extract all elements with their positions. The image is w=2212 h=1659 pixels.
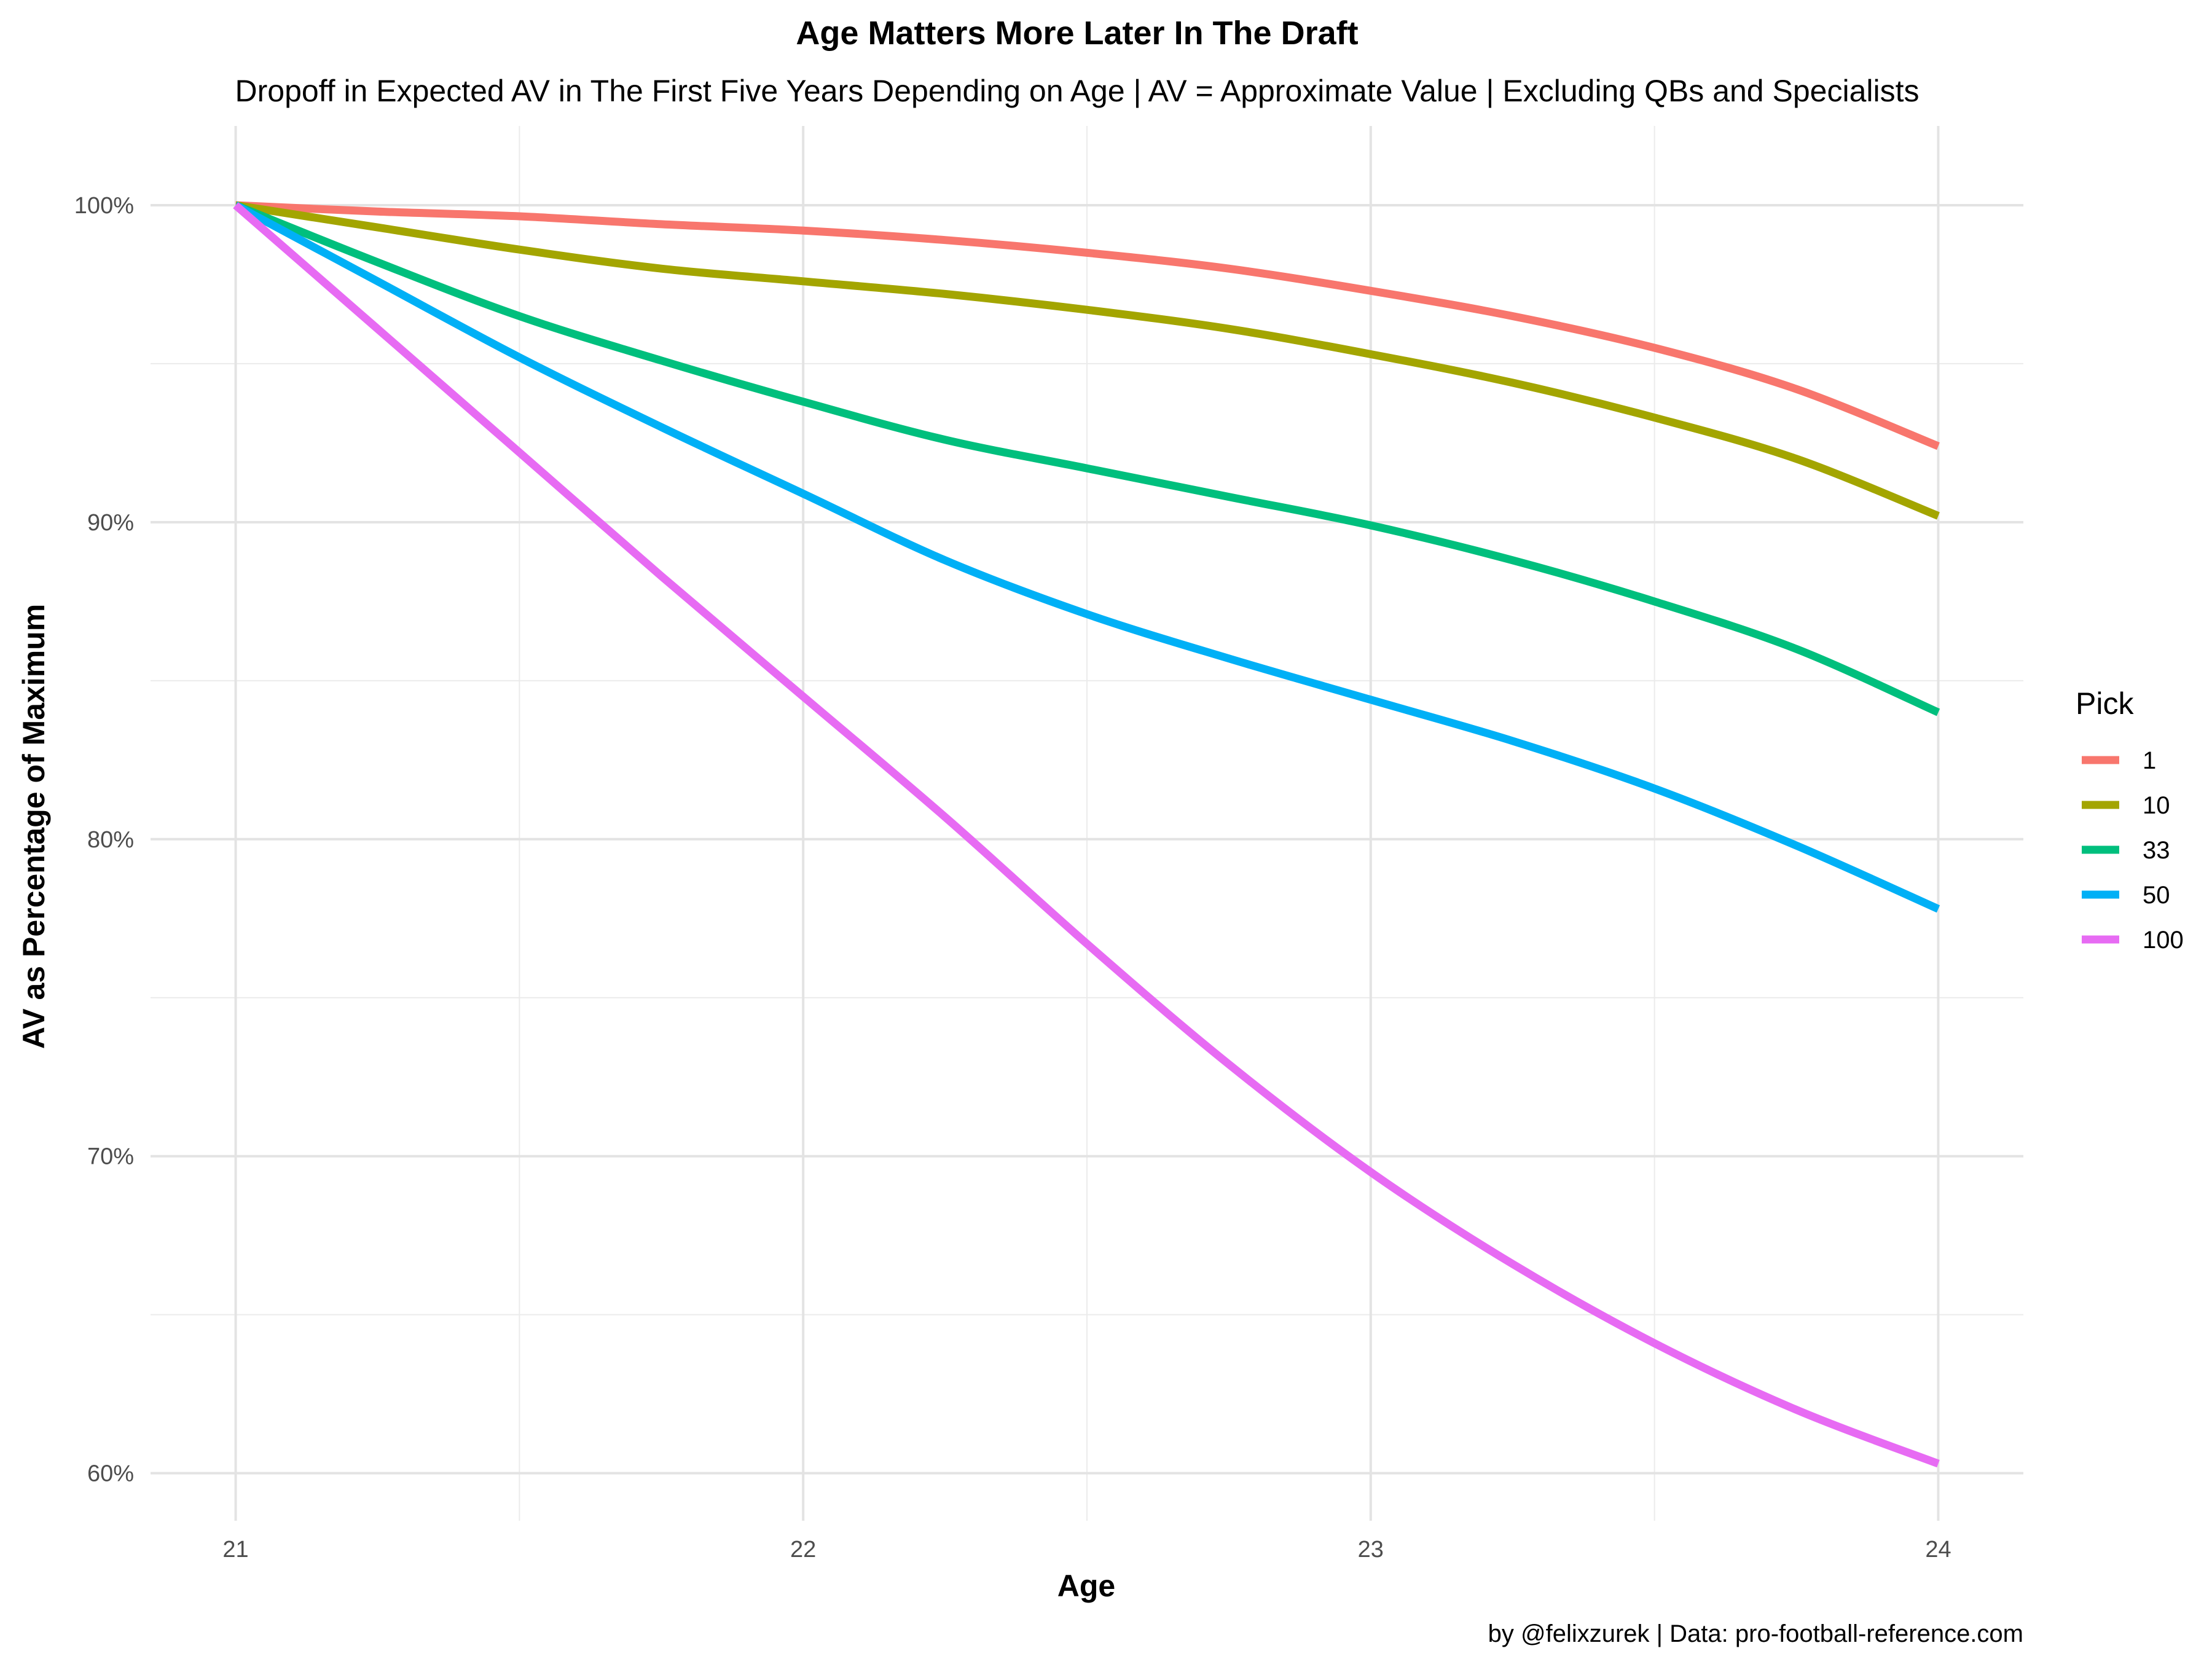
y-tick-label: 80% — [87, 827, 134, 853]
series-line-pick-10 — [235, 201, 1940, 520]
series-lines — [233, 201, 1940, 1468]
y-axis-title: AV as Percentage of Maximum — [17, 604, 51, 1049]
y-tick-label: 90% — [87, 510, 134, 536]
y-tick-label: 100% — [74, 193, 134, 219]
series-line-pick-1 — [235, 201, 1940, 450]
caption: by @felixzurek | Data: pro-football-refe… — [1488, 1620, 2023, 1647]
legend-label: 33 — [2143, 837, 2170, 864]
chart-subtitle: Dropoff in Expected AV in The First Five… — [235, 74, 1920, 108]
axis-ticks: 21 22 23 24 60% 70% 80% 90% 100% — [74, 193, 1951, 1563]
series-line-pick-33 — [234, 201, 1940, 716]
y-tick-label: 70% — [87, 1144, 134, 1170]
series-line-pick-50 — [233, 202, 1940, 913]
x-axis-title: Age — [1057, 1569, 1115, 1603]
legend: Pick 1 10 33 50 100 — [2076, 686, 2184, 954]
y-tick-label: 60% — [87, 1461, 134, 1487]
legend-label: 50 — [2143, 882, 2170, 909]
legend-label: 10 — [2143, 792, 2170, 819]
x-tick-label: 22 — [790, 1537, 816, 1563]
x-tick-label: 23 — [1358, 1537, 1384, 1563]
legend-label: 1 — [2143, 747, 2156, 774]
chart-title: Age Matters More Later In The Draft — [796, 15, 1358, 52]
gridlines — [151, 126, 2023, 1521]
series-line-pick-100 — [233, 202, 1940, 1468]
legend-label: 100 — [2143, 927, 2184, 954]
legend-title: Pick — [2076, 686, 2134, 721]
x-tick-label: 24 — [1925, 1537, 1951, 1563]
x-tick-label: 21 — [222, 1537, 248, 1563]
